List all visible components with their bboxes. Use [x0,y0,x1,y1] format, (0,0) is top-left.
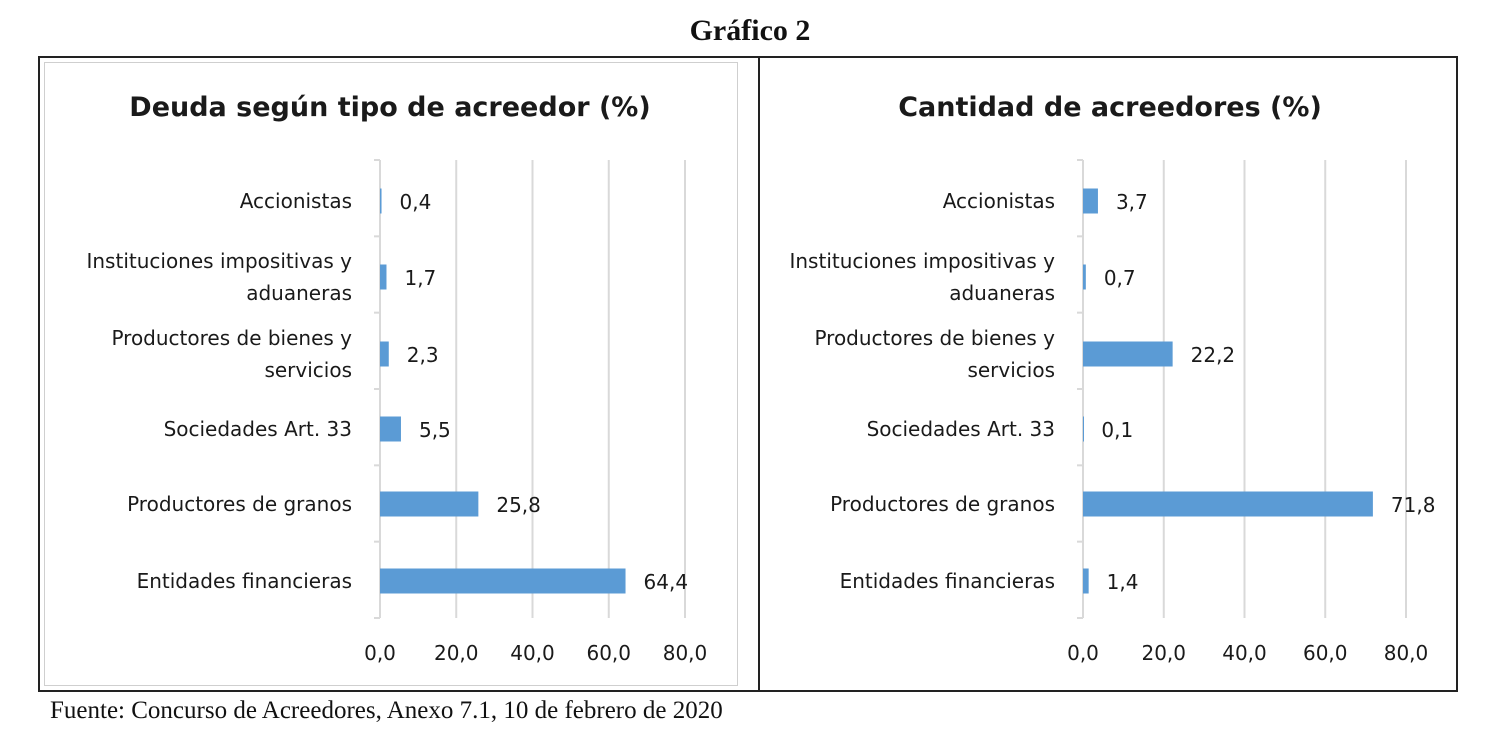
bar [1083,416,1084,442]
x-tick-label: 40,0 [510,641,555,665]
data-label: 0,1 [1101,418,1133,442]
chart-title: Deuda según tipo de acreedor (%) [129,92,650,123]
x-tick-label: 0,0 [364,641,396,665]
bar [1083,491,1373,517]
x-tick-label: 80,0 [1384,641,1429,665]
category-label: Productores de bienes y [111,326,352,350]
category-label: Instituciones impositivas y [789,249,1055,273]
x-tick-label: 0,0 [1067,641,1099,665]
bar [380,491,479,517]
data-label: 25,8 [496,493,541,517]
category-label: Entidades financieras [840,569,1055,593]
data-label: 1,4 [1107,570,1139,594]
chart-debt-by-creditor-type: Deuda según tipo de acreedor (%) 0,0 20,0 4… [86,92,708,665]
chart-inner-frame [44,62,738,686]
source-note: Fuente: Concurso de Acreedores, Anexo 7.… [50,697,723,724]
bar [1083,188,1098,214]
category-label: Entidades financieras [137,569,352,593]
category-label: Accionistas [943,189,1055,213]
category-label: Productores de granos [127,492,352,516]
x-tick-label: 20,0 [1141,641,1186,665]
category-label: Productores de granos [830,492,1055,516]
data-label: 3,7 [1116,190,1148,214]
bar [1083,341,1173,367]
category-label: Sociedades Art. 33 [164,417,352,441]
category-label: Sociedades Art. 33 [867,417,1055,441]
category-label: aduaneras [949,281,1055,305]
x-tick-label: 60,0 [1303,641,1348,665]
category-label: aduaneras [246,281,352,305]
data-label: 2,3 [407,343,439,367]
category-label: Productores de bienes y [814,326,1055,350]
category-label: Accionistas [240,189,352,213]
chart-panel-debt: Deuda según tipo de acreedor (%) 0,0 20,0 4… [38,56,760,692]
x-tick-label: 40,0 [1222,641,1267,665]
chart-title: Cantidad de acreedores (%) [898,92,1322,123]
bar [1083,264,1086,290]
bar [380,188,382,214]
data-label: 0,4 [400,190,432,214]
category-label: servicios [967,358,1055,382]
bar [1083,568,1089,594]
x-tick-label: 20,0 [434,641,479,665]
bar [380,341,389,367]
chart-creditor-count: Cantidad de acreedores (%) 0,0 20,0 40,0 60,… [789,92,1436,665]
x-tick-label: 60,0 [586,641,631,665]
data-label: 1,7 [404,266,436,290]
chart-panel-creditor-count: Cantidad de acreedores (%) 0,0 20,0 40,0 60,… [758,56,1458,692]
x-tick-label: 80,0 [663,641,708,665]
bar [380,568,626,594]
figure-title: Gráfico 2 [689,14,811,47]
category-label: Instituciones impositivas y [86,249,352,273]
data-label: 22,2 [1191,343,1236,367]
data-label: 71,8 [1391,493,1436,517]
category-label: servicios [264,358,352,382]
data-label: 5,5 [419,418,451,442]
bar [380,416,401,442]
data-label: 0,7 [1104,266,1136,290]
data-label: 64,4 [644,570,689,594]
bar [380,264,387,290]
